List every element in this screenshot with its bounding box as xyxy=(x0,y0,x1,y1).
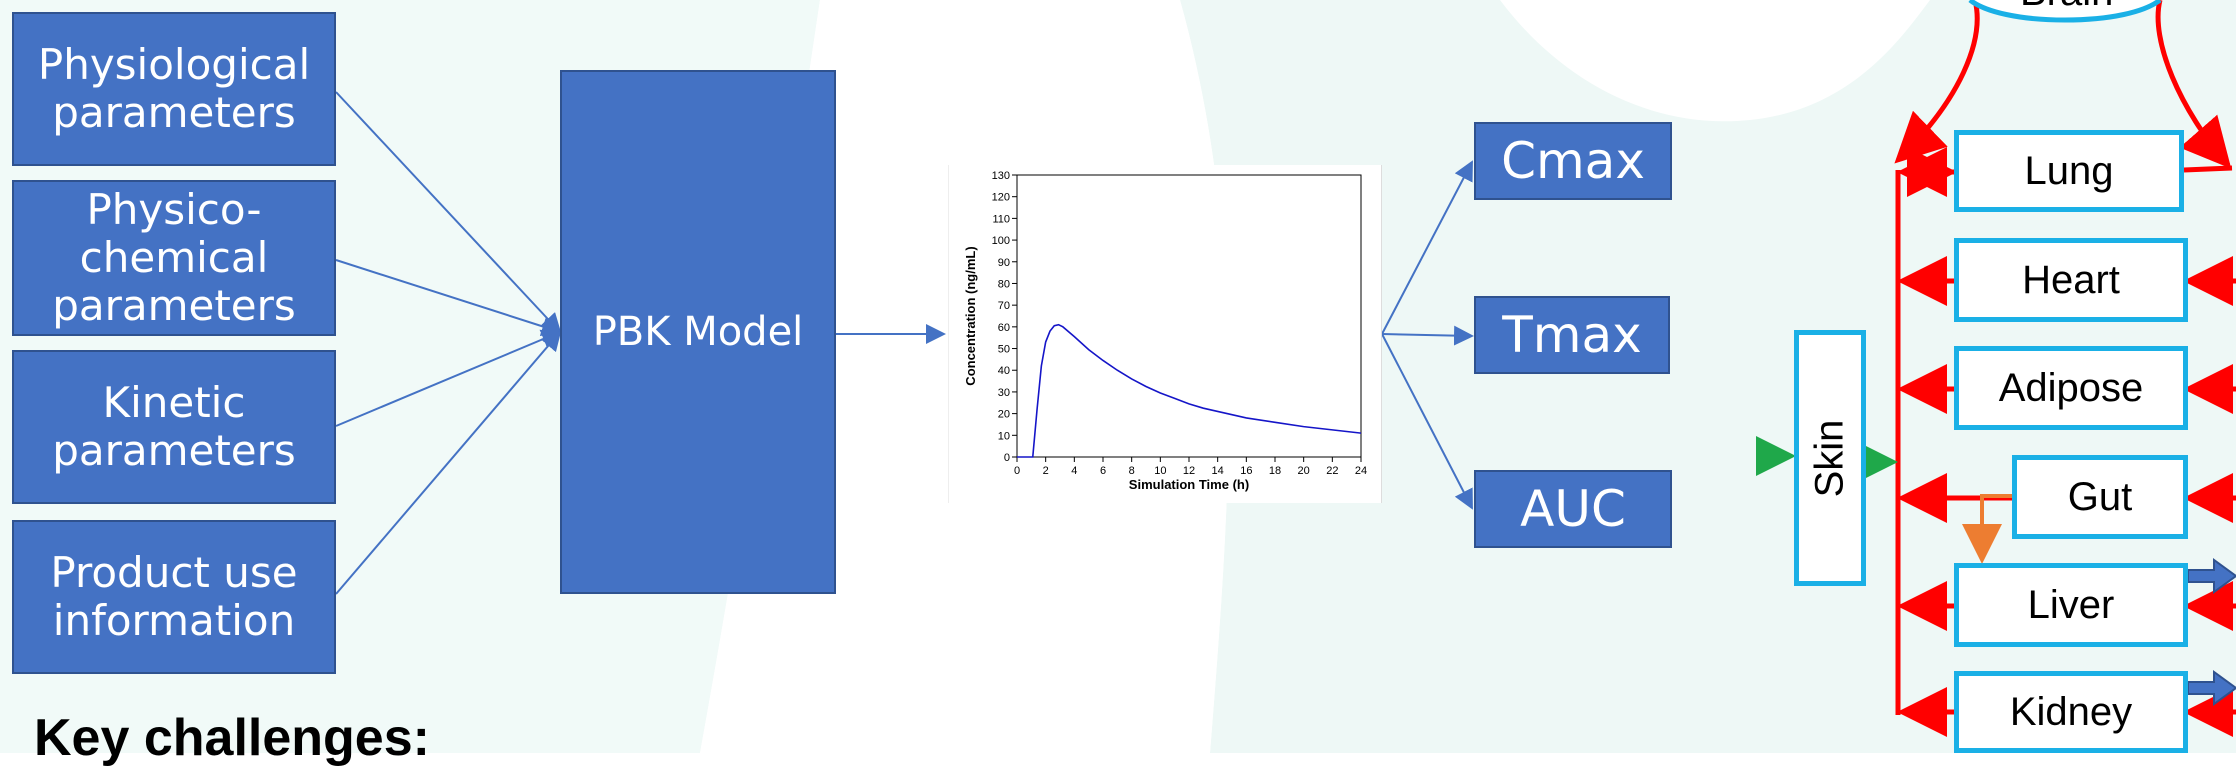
organ-gut: Gut xyxy=(2012,455,2188,539)
y-tick-label: 30 xyxy=(998,387,1010,399)
output-cmax: Cmax xyxy=(1474,122,1672,200)
chart-plot-frame xyxy=(1016,174,1362,458)
y-axis-label: Concentration (ng/mL) xyxy=(963,246,978,385)
y-tick-label: 100 xyxy=(992,235,1010,247)
series-line-0 xyxy=(1017,323,1362,458)
y-tick-label: 60 xyxy=(998,322,1010,334)
x-tick-label: 22 xyxy=(1326,465,1338,477)
organ-skin: Skin xyxy=(1794,330,1866,586)
x-tick-label: 8 xyxy=(1129,465,1135,477)
x-tick-label: 0 xyxy=(1014,465,1020,477)
output-tmax: Tmax xyxy=(1474,296,1670,374)
x-tick-label: 10 xyxy=(1154,465,1166,477)
x-tick-label: 2 xyxy=(1043,465,1049,477)
pbk-model-label: PBK Model xyxy=(592,309,804,355)
y-tick-label: 80 xyxy=(998,278,1010,290)
organ-heart: Heart xyxy=(1954,238,2188,322)
x-tick-label: 16 xyxy=(1240,465,1252,477)
y-tick-label: 110 xyxy=(992,213,1010,225)
x-tick-label: 4 xyxy=(1071,465,1077,477)
organ-lung: Lung xyxy=(1954,130,2184,212)
input-product-use-information: Product use information xyxy=(12,520,336,674)
y-tick-label: 130 xyxy=(992,170,1010,182)
pbk-model-box: PBK Model xyxy=(560,70,836,594)
y-tick-label: 90 xyxy=(998,257,1010,269)
organ-skin-label: Skin xyxy=(1807,419,1852,497)
organ-kidney: Kidney xyxy=(1954,671,2188,753)
y-tick-label: 50 xyxy=(998,344,1010,356)
y-tick-label: 70 xyxy=(998,300,1010,312)
x-tick-label: 24 xyxy=(1355,465,1367,477)
y-tick-label: 0 xyxy=(1004,452,1010,464)
organ-liver: Liver xyxy=(1954,563,2188,647)
input-physiological-parameters: Physiological parameters xyxy=(12,12,336,166)
input-physicochemical-parameters: Physico-chemical parameters xyxy=(12,180,336,336)
input-kinetic-parameters: Kinetic parameters xyxy=(12,350,336,504)
x-tick-label: 18 xyxy=(1269,465,1281,477)
concentration-time-chart: 0 10 20 30 40 50 60 70 80 90 100 110 120 130 0 2 4 6 8 10 12… xyxy=(948,165,1382,503)
x-tick-label: 14 xyxy=(1212,465,1224,477)
x-tick-label: 12 xyxy=(1183,465,1195,477)
y-tick-label: 40 xyxy=(998,365,1010,377)
x-tick-label: 20 xyxy=(1298,465,1310,477)
output-auc: AUC xyxy=(1474,470,1672,548)
x-tick-label: 6 xyxy=(1100,465,1106,477)
y-tick-label: 20 xyxy=(998,409,1010,421)
organ-adipose: Adipose xyxy=(1954,346,2188,430)
x-axis-label: Simulation Time (h) xyxy=(1129,477,1249,492)
key-challenges-heading: Key challenges: xyxy=(34,709,430,767)
organ-brain-label: Brain xyxy=(2020,0,2113,15)
y-tick-label: 10 xyxy=(998,430,1010,442)
y-tick-label: 120 xyxy=(992,192,1010,204)
